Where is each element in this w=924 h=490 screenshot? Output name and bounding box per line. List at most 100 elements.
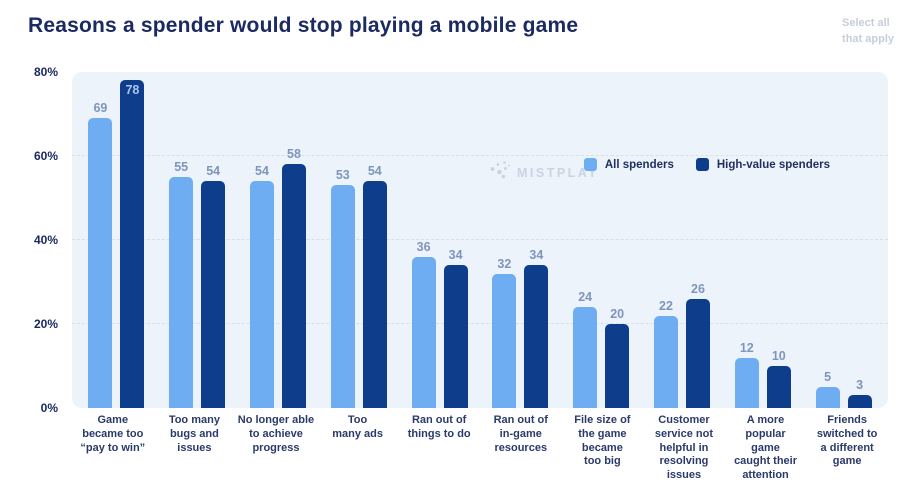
bar-value-label: 58	[287, 147, 301, 161]
bar-column: 32	[492, 72, 517, 408]
bar-value-label: 32	[497, 257, 512, 271]
legend-label: All spenders	[604, 158, 674, 171]
x-axis-label: Friends switched to a different game	[816, 414, 878, 468]
legend-label: High-value spenders	[716, 158, 830, 171]
bar-value-label: 78	[125, 83, 140, 97]
y-axis-tick: 0%	[40, 401, 58, 415]
watermark: MISTPLAY	[489, 160, 599, 185]
bar-column: 26	[685, 72, 710, 408]
bar-value-label: 55	[174, 160, 189, 174]
x-axis-label: Customer service not helpful in resolvin…	[654, 414, 713, 481]
bar-all-spenders	[653, 316, 678, 408]
bar-all-spenders	[249, 181, 274, 408]
bar-group: 69 78	[88, 72, 145, 408]
bar-high-value-spenders	[362, 181, 387, 408]
x-axis-label: No longer able to achieve progress	[237, 414, 315, 454]
legend-swatch	[583, 158, 597, 171]
watermark-brand-text: MISTPLAY	[516, 165, 600, 180]
bar-value-label: 69	[93, 101, 108, 115]
bar-value-label: 54	[206, 164, 221, 178]
bar-column: 10	[766, 72, 791, 408]
bar-group: 53 54	[330, 72, 387, 408]
bar-value-label: 22	[659, 299, 673, 313]
x-axis-label: Ran out of in-game resources	[493, 414, 548, 454]
bar-value-label: 36	[416, 240, 431, 254]
bar-group: 24 20	[573, 72, 630, 408]
bar-all-spenders	[88, 118, 113, 408]
x-axis-labels: Game became too “pay to win” Too many bug…	[72, 414, 888, 483]
bar-high-value-spenders: 78	[120, 80, 145, 408]
bar-high-value-spenders	[766, 366, 791, 408]
y-axis-tick: 20%	[33, 317, 58, 331]
x-axis-label: Ran out of things to do	[407, 414, 471, 440]
bar-group: 36 34	[411, 72, 468, 408]
bar-all-spenders	[492, 274, 517, 408]
bar-all-spenders	[169, 177, 194, 408]
x-axis-label: File size of the game became too big	[574, 414, 631, 468]
select-all-note: Select all that apply	[842, 17, 894, 45]
bar-all-spenders	[734, 358, 759, 408]
bar-group: 32 34	[492, 72, 549, 408]
bar-value-label: 24	[578, 290, 593, 304]
bar-group: 22 26	[653, 72, 710, 408]
plot-area: 69 78 55 54 54 58 53 54 36 34 32 34 24 20 22 26 12 10 5 3 M…	[72, 72, 888, 408]
bar-column: 54	[201, 72, 226, 408]
x-axis-label: Too many ads	[332, 414, 383, 440]
legend-item: High-value spenders	[695, 158, 830, 171]
bar-high-value-spenders	[685, 299, 710, 408]
bar-column: 54	[362, 72, 387, 408]
y-axis-tick: 60%	[33, 149, 58, 163]
bar-column: 54	[249, 72, 274, 408]
bar-high-value-spenders	[847, 395, 872, 408]
bar-all-spenders	[815, 387, 840, 408]
page-title: Reasons a spender would stop playing a m…	[28, 14, 579, 37]
bar-column: 5	[815, 72, 840, 408]
bar-column: 22	[653, 72, 678, 408]
x-axis-label: Game became too “pay to win”	[80, 414, 146, 454]
bar-column: 20	[605, 72, 630, 408]
x-axis-label: A more popular game caught their attenti…	[734, 414, 798, 481]
bar-column: 12	[734, 72, 759, 408]
bar-value-label: 5	[824, 370, 832, 384]
bar-column: 34	[524, 72, 549, 408]
bar-high-value-spenders	[443, 265, 468, 408]
gridline	[72, 323, 888, 324]
bar-value-label: 54	[255, 164, 269, 178]
bar-column: 53	[330, 72, 355, 408]
bar-all-spenders	[330, 185, 355, 408]
bar-value-label: 54	[367, 164, 382, 178]
bar-value-label: 20	[610, 307, 625, 321]
gridline	[72, 155, 888, 156]
x-axis-label: Too many bugs and issues	[168, 414, 220, 454]
bar-value-label: 34	[529, 248, 544, 262]
bar-value-label: 12	[739, 341, 754, 355]
bar-all-spenders	[411, 257, 436, 408]
bar-column: 55	[169, 72, 194, 408]
bar-column: 69	[88, 72, 113, 408]
y-axis-tick: 80%	[33, 65, 58, 79]
bar-groups: 69 78 55 54 54 58 53 54 36 34 32 34 24 20 22 26 12 10 5 3	[72, 72, 888, 408]
bar-all-spenders	[573, 307, 598, 408]
legend-item: All spenders	[583, 158, 674, 171]
bar-value-label: 10	[771, 349, 786, 363]
bar-value-label: 34	[448, 248, 463, 262]
legend: All spenders High-value spenders	[583, 158, 830, 171]
bar-value-label: 26	[691, 282, 705, 296]
y-axis: 0% 20% 40% 60% 80%	[0, 65, 58, 415]
y-axis-tick: 40%	[33, 233, 58, 247]
bar-group: 55 54	[169, 72, 226, 408]
bar-column: 3	[847, 72, 872, 408]
bar-value-label: 3	[856, 378, 864, 392]
bar-high-value-spenders	[605, 324, 630, 408]
bar-column: 36	[411, 72, 436, 408]
bar-column: 78	[120, 72, 145, 408]
bar-column: 58	[281, 72, 306, 408]
gridline	[72, 239, 888, 240]
bar-value-label: 53	[335, 168, 350, 182]
bar-column: 34	[443, 72, 468, 408]
legend-swatch	[695, 158, 709, 171]
bar-high-value-spenders	[524, 265, 549, 408]
bar-high-value-spenders	[201, 181, 226, 408]
bar-high-value-spenders	[281, 164, 306, 408]
